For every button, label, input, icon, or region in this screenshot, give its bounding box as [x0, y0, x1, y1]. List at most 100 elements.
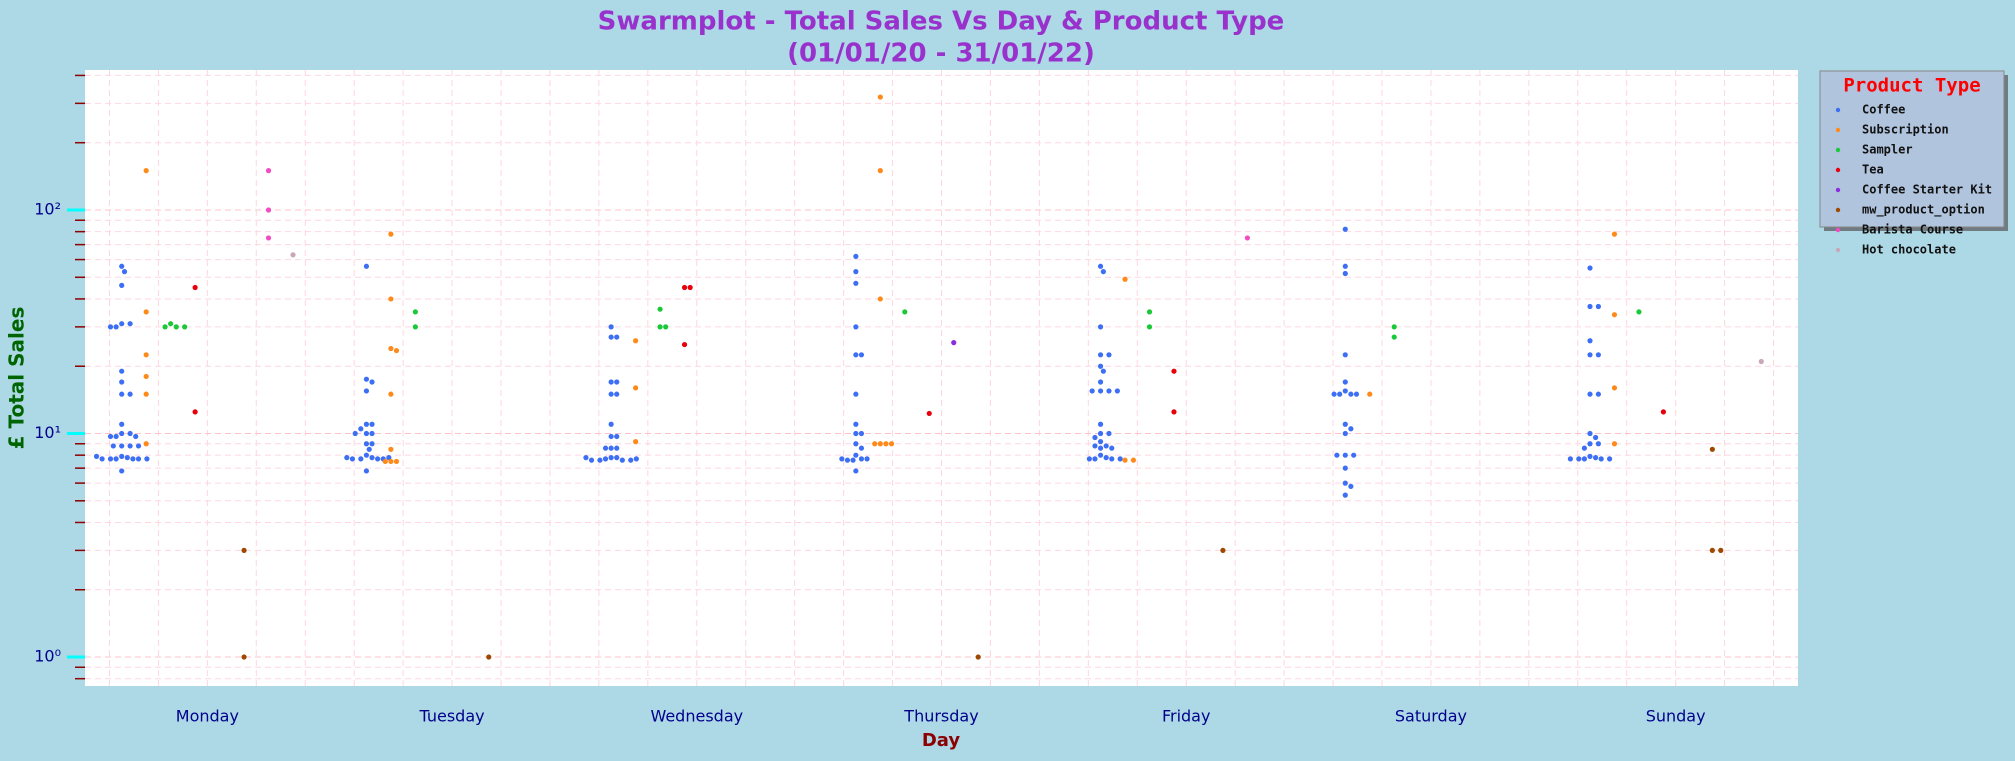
point	[681, 284, 688, 291]
point	[1342, 379, 1348, 385]
point	[127, 391, 133, 397]
point	[124, 455, 130, 461]
point	[1097, 430, 1104, 437]
point	[853, 391, 859, 397]
point	[1709, 547, 1715, 553]
point	[1117, 456, 1123, 462]
point	[107, 324, 114, 330]
point	[614, 379, 620, 385]
point	[119, 368, 125, 374]
point	[1146, 324, 1153, 330]
x-tick-label: Sunday	[1646, 707, 1706, 726]
point	[1331, 391, 1337, 397]
point	[93, 453, 100, 459]
point	[1587, 303, 1593, 310]
point	[1106, 430, 1112, 437]
point	[608, 391, 614, 397]
point	[1220, 547, 1226, 553]
point	[369, 430, 375, 437]
x-tick-label: Thursday	[903, 707, 978, 726]
point	[1660, 409, 1667, 415]
point	[1171, 368, 1177, 374]
point	[877, 296, 883, 302]
point	[1592, 455, 1599, 461]
point	[1587, 352, 1593, 358]
point	[241, 547, 247, 553]
point	[877, 168, 883, 174]
point	[265, 168, 272, 174]
point	[597, 457, 603, 463]
legend-marker	[1835, 147, 1841, 153]
point	[1097, 452, 1104, 458]
point	[1092, 434, 1098, 441]
point	[1587, 391, 1593, 397]
point	[192, 409, 198, 415]
point	[363, 468, 370, 474]
point	[1342, 465, 1348, 471]
point	[143, 352, 149, 358]
point	[657, 324, 663, 330]
point	[975, 654, 981, 660]
point	[265, 207, 272, 213]
point	[388, 458, 394, 465]
point	[388, 231, 394, 237]
point	[119, 453, 125, 459]
point	[1567, 456, 1573, 462]
chart-title: Swarmplot - Total Sales Vs Day & Product…	[598, 7, 1285, 37]
point	[853, 421, 859, 427]
point	[681, 341, 688, 348]
point	[143, 309, 149, 315]
point	[858, 445, 865, 451]
point	[113, 324, 119, 330]
point	[614, 445, 620, 451]
point	[143, 391, 149, 397]
point	[1611, 312, 1618, 318]
point	[119, 263, 125, 269]
point	[1611, 231, 1618, 237]
point	[412, 324, 418, 330]
point	[1106, 352, 1112, 358]
point	[1342, 421, 1348, 427]
legend-marker	[1835, 207, 1841, 213]
point	[839, 456, 845, 462]
point	[883, 441, 889, 447]
legend-label: Coffee Starter Kit	[1862, 183, 1992, 197]
point	[1348, 426, 1354, 432]
point	[127, 321, 133, 327]
y-tick-label: 10²	[34, 199, 61, 218]
point	[113, 456, 119, 462]
point	[1334, 452, 1340, 458]
point	[1606, 456, 1613, 462]
point	[858, 430, 865, 437]
point	[888, 441, 895, 447]
point	[1342, 263, 1348, 269]
point	[1086, 456, 1092, 462]
point	[1342, 480, 1348, 486]
point	[143, 441, 149, 447]
point	[1109, 445, 1115, 451]
point	[633, 385, 639, 391]
point	[119, 379, 125, 385]
point	[853, 468, 859, 474]
point	[1342, 430, 1348, 437]
point	[1718, 547, 1724, 553]
point	[619, 457, 625, 463]
point	[1342, 270, 1348, 277]
point	[1097, 439, 1104, 445]
point	[1130, 457, 1137, 463]
legend-label: Subscription	[1862, 123, 1949, 137]
point	[1587, 453, 1593, 459]
point	[1587, 265, 1593, 271]
point	[486, 654, 492, 660]
point	[119, 443, 125, 449]
point	[844, 457, 851, 463]
point	[608, 421, 614, 427]
point	[1122, 457, 1128, 463]
point	[119, 430, 125, 437]
point	[614, 455, 620, 461]
point	[926, 410, 932, 417]
point	[1097, 363, 1104, 369]
point	[1595, 352, 1601, 358]
point	[858, 352, 865, 358]
